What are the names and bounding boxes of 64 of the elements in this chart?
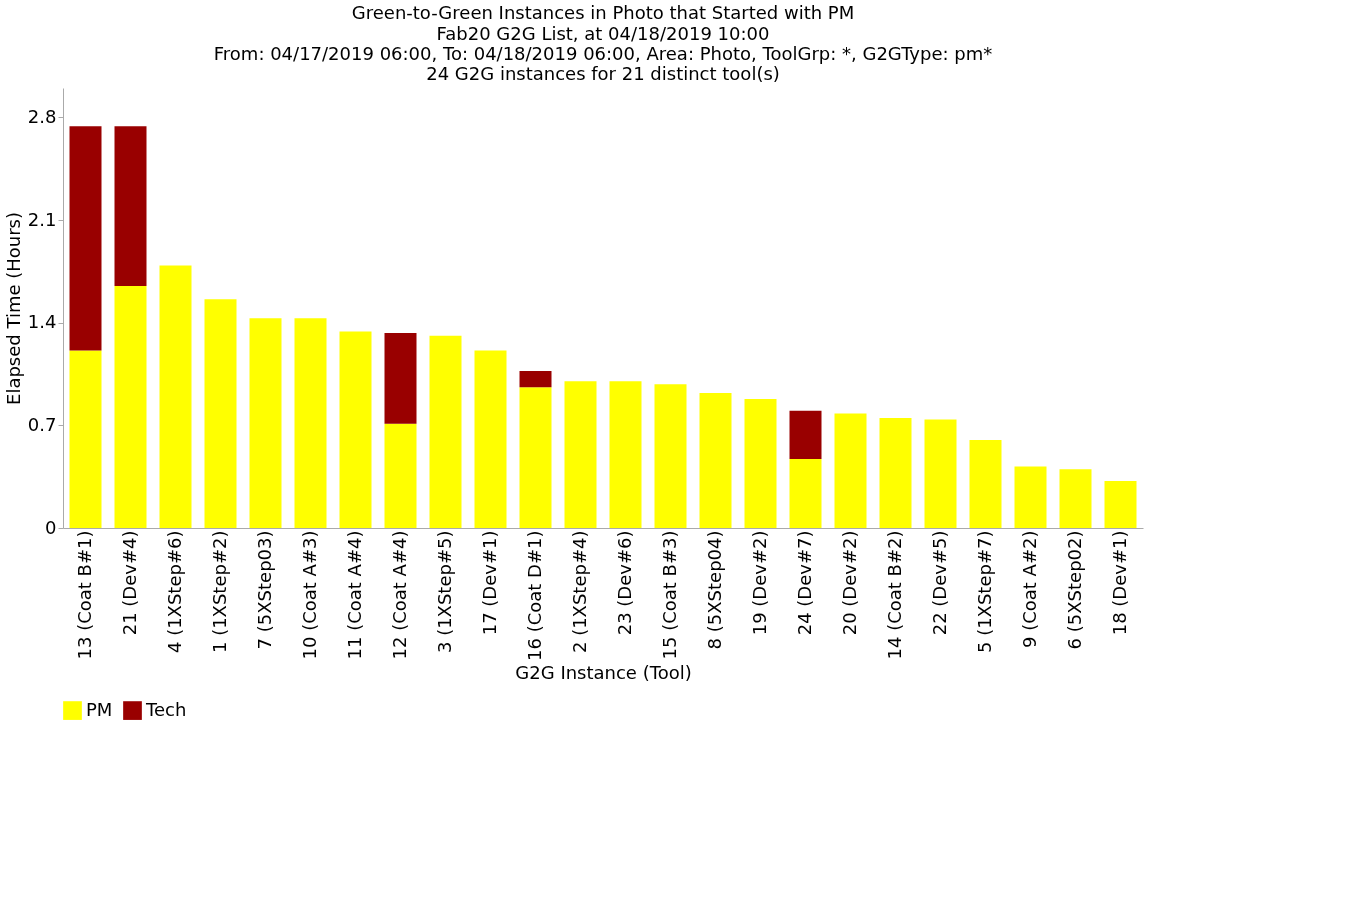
x-tick-label: 2 (1XStep#4) (568, 530, 590, 654)
x-tick-label: 8 (5XStep04) (703, 530, 725, 650)
x-tick-label: 6 (5XStep02) (1063, 530, 1085, 650)
y-tick-label: 0 (45, 516, 57, 538)
x-tick-label: 10 (Coat A#3) (298, 530, 320, 660)
bar (474, 350, 507, 528)
bar (609, 381, 642, 528)
x-tick-label: 5 (1XStep#7) (973, 530, 995, 654)
x-tick-label: 13 (Coat B#1) (73, 530, 95, 660)
bar (519, 387, 552, 528)
x-tick-label: 14 (Coat B#2) (883, 530, 905, 660)
y-axis-title: Elapsed Time (Hours) (2, 212, 24, 405)
bar (969, 440, 1002, 528)
x-tick-label: 20 (Dev#2) (838, 530, 860, 636)
bar (114, 286, 147, 528)
bar (429, 335, 462, 528)
bar (564, 381, 597, 528)
bar (834, 413, 867, 528)
bar (519, 371, 552, 388)
x-axis-title: G2G Instance (Tool) (515, 661, 692, 683)
x-tick-label: 24 (Dev#7) (793, 530, 815, 636)
bar (789, 459, 822, 528)
bar (924, 419, 957, 528)
x-tick-label: 3 (1XStep#5) (433, 530, 455, 654)
bar (1014, 466, 1047, 528)
y-tick-label: 2.8 (27, 105, 57, 127)
x-tick-label: 18 (Dev#1) (1108, 530, 1130, 636)
y-tick-label: 2.1 (27, 208, 57, 230)
bar (699, 393, 732, 528)
bar (339, 331, 372, 528)
bar (744, 398, 777, 528)
x-tick-label: 21 (Dev#4) (118, 530, 140, 636)
bar (384, 332, 417, 424)
bar (294, 318, 327, 528)
bar (654, 384, 687, 528)
x-tick-label: 22 (Dev#5) (928, 530, 950, 636)
chart-title: Green-to-Green Instances in Photo that Started with PM (351, 2, 855, 23)
chart-subtitle: Fab20 G2G List, at 04/18/2019 10:00 From: 04/17/2019 06:00, To: 04/18/2019 06:00, Area: Photo, ToolGrp: *, G2GType: pm* 24 G2G instances for 21 distinct tool(s) (213, 23, 993, 84)
bar (69, 350, 102, 528)
bar (384, 423, 417, 528)
bar (249, 318, 282, 528)
x-tick-label: 17 (Dev#1) (478, 530, 500, 636)
x-tick-label: 15 (Coat B#3) (658, 530, 680, 660)
x-tick-label: 12 (Coat A#4) (388, 530, 410, 660)
bar (159, 265, 192, 528)
bar (1104, 481, 1137, 528)
y-tick-label: 0.7 (27, 413, 57, 435)
x-tick-label: 16 (Coat D#1) (523, 530, 545, 661)
x-tick-label: 7 (5XStep03) (253, 530, 275, 650)
x-tick-label: 1 (1XStep#2) (208, 530, 230, 654)
bar (114, 126, 147, 286)
bar (69, 126, 102, 351)
bar (789, 410, 822, 460)
y-tick-label: 1.4 (27, 311, 57, 333)
bar (204, 299, 237, 528)
legend-label: PM (86, 698, 113, 720)
legend-label: Tech (145, 698, 187, 720)
x-tick-label: 4 (1XStep#6) (163, 530, 185, 654)
bar (879, 418, 912, 528)
x-tick-label: 19 (Dev#2) (748, 530, 770, 636)
bar (1059, 469, 1092, 528)
x-tick-label: 11 (Coat A#4) (343, 530, 365, 660)
x-tick-label: 23 (Dev#6) (613, 530, 635, 636)
x-tick-label: 9 (Coat A#2) (1018, 530, 1040, 648)
